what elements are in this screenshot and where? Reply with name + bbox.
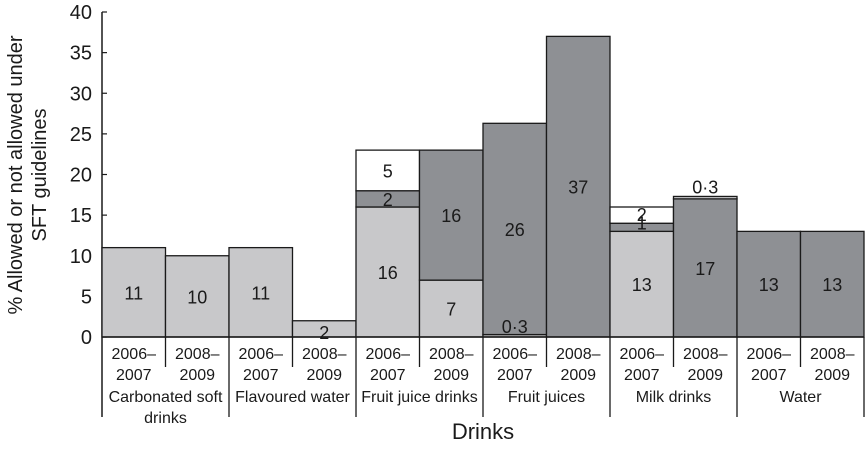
period-label-start: 2008– <box>302 346 347 363</box>
bar-segment-label: 2 <box>383 190 393 210</box>
bar-segment-dark <box>799 230 865 338</box>
period-label-start: 2006– <box>239 346 284 363</box>
period-label-start: 2008– <box>683 346 728 363</box>
bar-segment-dark <box>545 35 611 338</box>
period-label-start: 2008– <box>175 346 220 363</box>
bar-segment-label: 13 <box>759 275 779 295</box>
y-tick-label: 15 <box>70 205 92 227</box>
bar-segment-light <box>672 195 738 200</box>
bar: 2 <box>291 320 357 343</box>
y-axis: 0 5 10 15 20 25 30 35 40 <box>70 2 107 417</box>
period-label-end: 2007 <box>243 367 279 384</box>
bar: 17 0·3 <box>672 177 738 338</box>
period-label-start: 2006– <box>620 346 665 363</box>
category-label: Fruit juices <box>508 389 585 406</box>
bar: 13 <box>736 230 802 338</box>
period-label-end: 2007 <box>370 367 406 384</box>
bar-segment-label: 7 <box>446 300 456 320</box>
bar-segment-label: 11 <box>251 283 270 303</box>
bar: 7 16 <box>418 149 484 338</box>
y-tick-label: 20 <box>70 165 92 187</box>
y-tick-label: 5 <box>81 286 92 308</box>
y-axis-title-line: SFT guidelines <box>29 108 51 241</box>
bar-segment-label: 37 <box>568 178 588 198</box>
bar-segment-light <box>164 255 230 338</box>
period-label-end: 2009 <box>306 367 342 384</box>
bar-segment-label: 13 <box>632 275 652 295</box>
bar: 11 <box>228 246 294 338</box>
period-label-end: 2009 <box>814 367 850 384</box>
bar-segment-dark <box>736 230 802 338</box>
bar: 11 <box>101 246 167 338</box>
category-label: Flavoured water <box>235 389 350 406</box>
y-tick-label: 0 <box>81 327 92 349</box>
period-label-start: 2008– <box>810 346 855 363</box>
bar-segment-label: 1 <box>637 213 647 233</box>
y-tick-label: 30 <box>70 83 92 105</box>
y-axis-title-line: % Allowed or not allowed under <box>5 35 27 314</box>
bar-segment-label: 2 <box>637 205 647 225</box>
period-label-end: 2007 <box>751 367 787 384</box>
category-label: Carbonated soft <box>109 389 223 406</box>
bar: 0·3 26 <box>482 122 548 338</box>
period-label-start: 2006– <box>112 346 157 363</box>
period-label-start: 2006– <box>493 346 538 363</box>
bar-segment-label: 16 <box>378 263 398 283</box>
y-tick-label: 35 <box>70 43 92 65</box>
period-label-start: 2008– <box>429 346 474 363</box>
bar: 10 <box>164 255 230 338</box>
period-label-end: 2007 <box>116 367 152 384</box>
period-label-start: 2006– <box>366 346 411 363</box>
bar-segment-label: 26 <box>505 220 525 240</box>
bar-segment-label: 10 <box>187 287 207 307</box>
bar-segment-label: 11 <box>124 283 143 303</box>
bar-segment-label: 0·3 <box>502 317 528 337</box>
bar-segment-dark <box>418 149 484 281</box>
x-axis-title: Drinks <box>452 419 514 444</box>
category-label: Milk drinks <box>636 389 712 406</box>
y-tick-label: 10 <box>70 246 92 268</box>
period-label-end: 2009 <box>179 367 215 384</box>
bar-segment-label: 0·3 <box>692 177 718 197</box>
bar-segment-label: 17 <box>695 259 715 279</box>
period-label-start: 2006– <box>747 346 792 363</box>
y-axis-title: % Allowed or not allowed under SFT guidel… <box>5 35 51 314</box>
bar-segment-label: 5 <box>383 161 393 181</box>
category-label: Water <box>779 389 822 406</box>
period-label-end: 2007 <box>624 367 660 384</box>
bar: 37 <box>545 35 611 338</box>
period-label-end: 2009 <box>687 367 723 384</box>
period-label-end: 2009 <box>560 367 596 384</box>
y-tick-label: 40 <box>70 2 92 24</box>
bar-segment-label: 16 <box>441 206 461 226</box>
bar-segment-label: 13 <box>822 275 842 295</box>
category-label: Fruit juice drinks <box>361 389 477 406</box>
bar-segment-white <box>355 149 421 192</box>
bar-segment-label: 2 <box>319 323 329 343</box>
bar-segment-dark <box>482 122 548 336</box>
bar: 13 12 <box>609 205 675 338</box>
bar-segment-light <box>418 279 484 338</box>
category-label: drinks <box>144 410 187 427</box>
period-label-end: 2009 <box>433 367 469 384</box>
period-label-start: 2008– <box>556 346 601 363</box>
y-tick-label: 25 <box>70 124 92 146</box>
period-label-end: 2007 <box>497 367 533 384</box>
x-axis: 2006– 2007 2008– 2009 Carbonated soft drinks 2… <box>102 336 865 427</box>
bar: 13 <box>799 230 865 338</box>
